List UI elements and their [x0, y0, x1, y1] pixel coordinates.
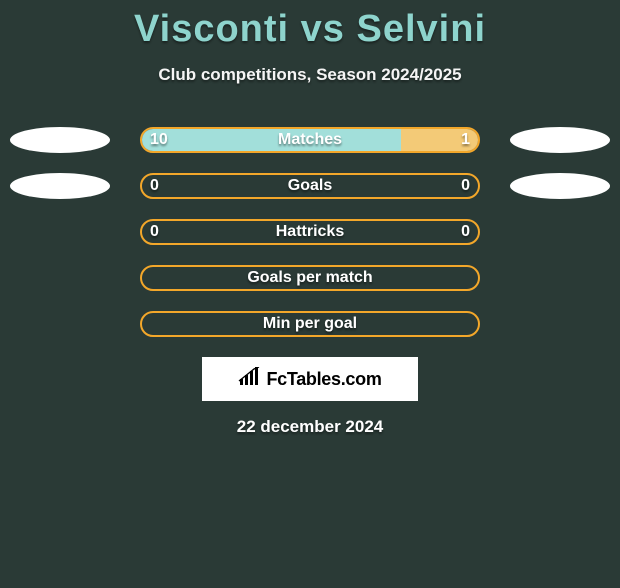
- stat-bar-track: [140, 127, 480, 153]
- stat-bar-track: [140, 219, 480, 245]
- player-right-marker: [510, 127, 610, 153]
- stat-value-right: 0: [461, 173, 470, 199]
- stat-row: Goals per match: [0, 265, 620, 291]
- stat-row: Goals00: [0, 173, 620, 199]
- stat-value-left: 0: [150, 219, 159, 245]
- stat-value-left: 10: [150, 127, 168, 153]
- player-left-marker: [10, 173, 110, 199]
- stat-bar-track: [140, 311, 480, 337]
- bar-chart-icon: [238, 367, 262, 392]
- stat-value-left: 0: [150, 173, 159, 199]
- stat-bar-track: [140, 173, 480, 199]
- stat-value-right: 1: [461, 127, 470, 153]
- stat-row: Min per goal: [0, 311, 620, 337]
- brand-text: FcTables.com: [266, 369, 381, 390]
- brand-badge: FcTables.com: [202, 357, 418, 401]
- player-right-marker: [510, 173, 610, 199]
- vs-separator: vs: [301, 8, 345, 50]
- comparison-title: Visconti vs Selvini: [0, 8, 620, 51]
- comparison-subtitle: Club competitions, Season 2024/2025: [0, 65, 620, 85]
- stat-row: Matches101: [0, 127, 620, 153]
- stat-bar-track: [140, 265, 480, 291]
- stat-row: Hattricks00: [0, 219, 620, 245]
- player-left-marker: [10, 127, 110, 153]
- stat-bar-left-fill: [142, 129, 401, 151]
- stat-value-right: 0: [461, 219, 470, 245]
- stats-rows: Matches101Goals00Hattricks00Goals per ma…: [0, 127, 620, 337]
- player-left-name: Visconti: [134, 8, 289, 50]
- player-right-name: Selvini: [357, 8, 487, 50]
- snapshot-date: 22 december 2024: [0, 417, 620, 437]
